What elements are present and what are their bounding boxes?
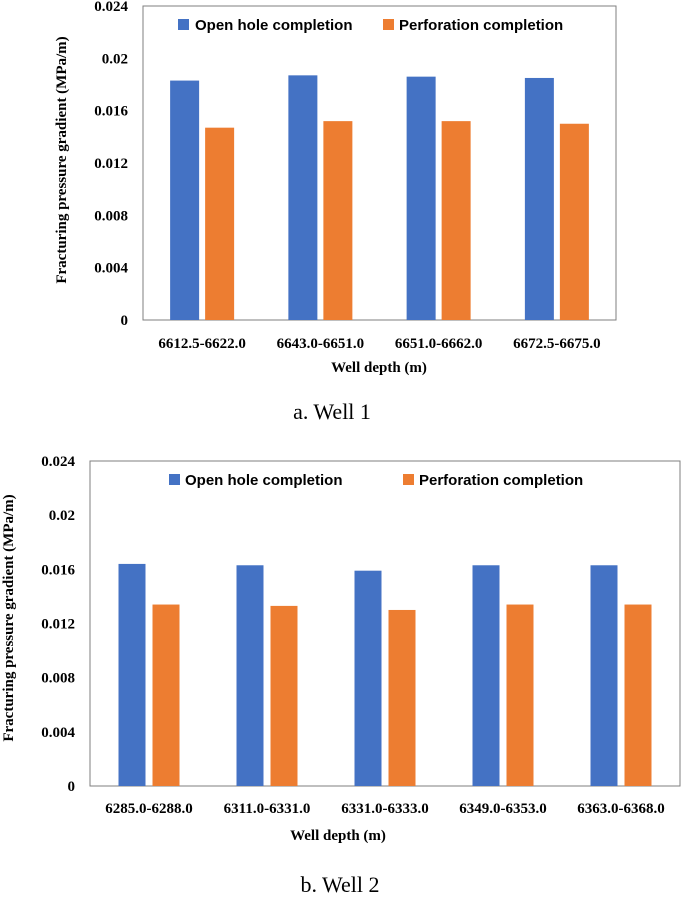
- chart-1-legend: Open hole completion Perforation complet…: [178, 17, 563, 34]
- chart-1-y-tick-label: 0.02: [102, 51, 128, 67]
- chart-1-category-label: 6643.0-6651.0: [277, 336, 365, 352]
- chart-2-legend-label-open-hole: Open hole completion: [185, 472, 343, 489]
- chart-1-y-tick-label: 0.004: [94, 261, 128, 277]
- chart-2-bar-open-hole-3: [354, 570, 382, 786]
- chart-2-caption: b. Well 2: [300, 872, 379, 897]
- chart-2-category-label: 6311.0-6331.0: [224, 801, 311, 817]
- chart-2-bar-open-hole-4: [472, 565, 500, 786]
- chart-1-bar-open-hole-1: [170, 80, 200, 320]
- chart-2-y-axis-label: Fracturing pressure gradient (MPa/m): [1, 494, 17, 741]
- chart-1-category-label: 6651.0-6662.0: [395, 336, 483, 352]
- chart-2-category-label: 6331.0-6333.0: [341, 801, 429, 817]
- chart-2-frame: [89, 460, 681, 787]
- chart-2-legend: Open hole completion Perforation complet…: [169, 472, 583, 489]
- chart-2-y-ticks: 0 0.004 0.008 0.012 0.016 0.02 0.024: [41, 454, 75, 795]
- chart-2-y-tick-label: 0.008: [41, 671, 75, 687]
- chart-2-y-tick-label: 0: [68, 779, 76, 795]
- chart-1-bar-open-hole-4: [524, 77, 554, 320]
- chart-1-bar-perforation-3: [441, 121, 471, 320]
- chart-1-y-tick-label: 0.024: [94, 0, 128, 15]
- chart-2-bars: [118, 563, 652, 786]
- chart-1-y-tick-label: 0.012: [94, 156, 128, 172]
- chart-1-bar-open-hole-2: [288, 75, 318, 320]
- chart-1-y-ticks: 0 0.004 0.008 0.012 0.016 0.02 0.024: [94, 0, 128, 329]
- chart-1-legend-label-perforation: Perforation completion: [399, 17, 563, 34]
- chart-1-y-tick-label: 0.008: [94, 208, 128, 224]
- chart-1-legend-swatch-open-hole: [178, 19, 189, 30]
- chart-2-bar-perforation-1: [152, 604, 180, 786]
- chart-2-bar-perforation-3: [388, 609, 416, 786]
- chart-well-1: 0 0.004 0.008 0.012 0.016 0.02 0.024 6612.5-66…: [54, 0, 617, 424]
- chart-1-frame: [142, 5, 617, 321]
- chart-1-bar-open-hole-3: [406, 76, 436, 321]
- chart-2-legend-label-perforation: Perforation completion: [419, 472, 583, 489]
- chart-2-bar-open-hole-2: [236, 565, 264, 786]
- chart-1-x-axis-label: Well depth (m): [331, 360, 427, 376]
- chart-2-category-label: 6349.0-6353.0: [459, 801, 547, 817]
- chart-2-bar-open-hole-1: [118, 563, 146, 786]
- chart-1-y-tick-label: 0.016: [94, 104, 128, 120]
- chart-1-bar-perforation-4: [559, 123, 589, 320]
- chart-1-category-label: 6612.5-6622.0: [158, 336, 246, 352]
- chart-2-legend-swatch-perforation: [403, 474, 414, 485]
- chart-2-legend-swatch-open-hole: [169, 474, 180, 485]
- chart-2-bar-perforation-4: [506, 604, 534, 786]
- chart-1-legend-label-open-hole: Open hole completion: [195, 17, 353, 34]
- chart-2-bar-open-hole-5: [590, 565, 618, 786]
- chart-well-2: 0 0.004 0.008 0.012 0.016 0.02 0.024 6285.0-62…: [1, 454, 681, 897]
- chart-1-caption: a. Well 1: [293, 399, 371, 424]
- chart-1-category-labels: 6612.5-6622.0 6643.0-6651.0 6651.0-6662.0 6…: [158, 336, 600, 352]
- chart-1-y-axis-label: Fracturing pressure gradient (MPa/m): [54, 36, 70, 283]
- chart-1-bar-perforation-2: [323, 121, 353, 320]
- chart-2-category-label: 6285.0-6288.0: [105, 801, 193, 817]
- chart-2-bar-perforation-2: [270, 605, 298, 786]
- chart-1-category-label: 6672.5-6675.0: [513, 336, 601, 352]
- chart-2-y-tick-label: 0.004: [41, 725, 75, 741]
- chart-2-y-tick-label: 0.016: [41, 562, 75, 578]
- chart-2-y-tick-label: 0.02: [49, 508, 75, 524]
- chart-2-y-tick-label: 0.024: [41, 454, 75, 470]
- chart-1-bar-perforation-1: [205, 127, 235, 320]
- chart-1-legend-swatch-perforation: [383, 19, 394, 30]
- chart-2-y-tick-label: 0.012: [41, 617, 75, 633]
- chart-1-bars: [170, 75, 589, 321]
- chart-2-x-axis-label: Well depth (m): [290, 828, 386, 844]
- chart-2-bar-perforation-5: [624, 604, 652, 786]
- chart-2-category-labels: 6285.0-6288.0 6311.0-6331.0 6331.0-6333.0 6…: [105, 801, 665, 817]
- chart-1-y-tick-label: 0: [121, 313, 129, 329]
- chart-2-category-label: 6363.0-6368.0: [577, 801, 665, 817]
